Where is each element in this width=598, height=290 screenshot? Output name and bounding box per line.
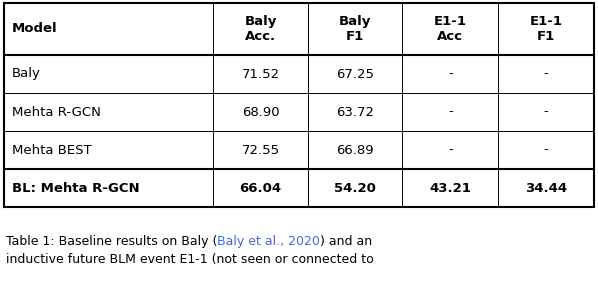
Text: Baly: Baly: [12, 68, 41, 81]
Text: 54.20: 54.20: [334, 182, 376, 195]
Text: -: -: [544, 68, 548, 81]
Text: Baly
Acc.: Baly Acc.: [245, 15, 277, 43]
Text: -: -: [448, 106, 453, 119]
Text: 67.25: 67.25: [336, 68, 374, 81]
Text: BL: Mehta R-GCN: BL: Mehta R-GCN: [12, 182, 139, 195]
Text: Mehta BEST: Mehta BEST: [12, 144, 91, 157]
Text: 71.52: 71.52: [242, 68, 280, 81]
Text: 34.44: 34.44: [525, 182, 568, 195]
Text: 66.89: 66.89: [336, 144, 374, 157]
Text: 43.21: 43.21: [429, 182, 471, 195]
Text: E1-1
Acc: E1-1 Acc: [434, 15, 467, 43]
Text: 66.04: 66.04: [240, 182, 282, 195]
Text: -: -: [544, 106, 548, 119]
Text: 63.72: 63.72: [336, 106, 374, 119]
Text: E1-1
F1: E1-1 F1: [530, 15, 563, 43]
Text: Baly et al., 2020: Baly et al., 2020: [218, 235, 321, 249]
Text: ) and an: ) and an: [321, 235, 373, 249]
Text: Table 1: Baseline results on Baly (: Table 1: Baseline results on Baly (: [6, 235, 218, 249]
Text: Baly
F1: Baly F1: [339, 15, 371, 43]
Bar: [4, 3, 594, 207]
Text: -: -: [448, 68, 453, 81]
Text: -: -: [544, 144, 548, 157]
Text: -: -: [448, 144, 453, 157]
Text: inductive future BLM event E1-1 (not seen or connected to: inductive future BLM event E1-1 (not see…: [6, 253, 374, 267]
Text: 68.90: 68.90: [242, 106, 279, 119]
Text: Mehta R-GCN: Mehta R-GCN: [12, 106, 101, 119]
Text: 72.55: 72.55: [242, 144, 280, 157]
Text: Model: Model: [12, 23, 57, 35]
